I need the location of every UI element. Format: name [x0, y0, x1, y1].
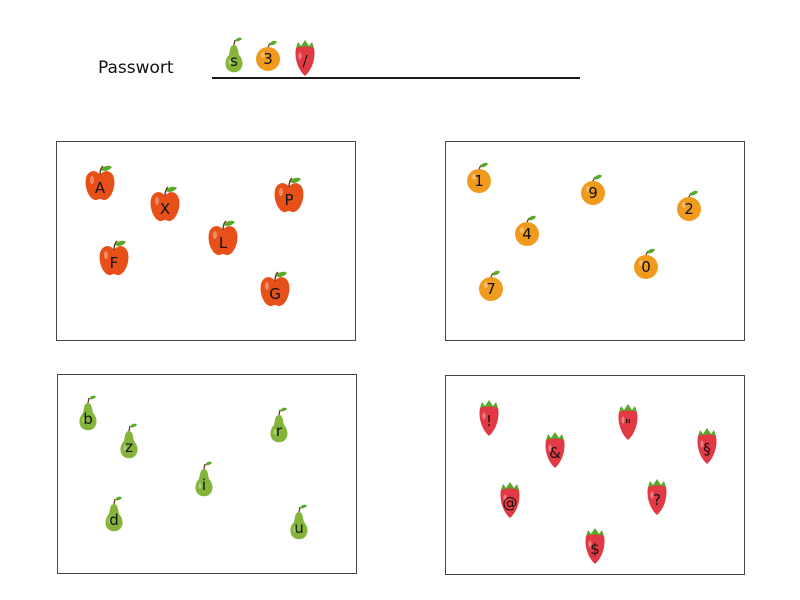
- straw-icon: [647, 479, 667, 515]
- apple-icon: [85, 165, 115, 201]
- pear-icon: [290, 504, 308, 540]
- pear-icon: [120, 423, 138, 459]
- orange-icon: [677, 190, 701, 221]
- oranges-box: [445, 141, 745, 341]
- straw-icon: [479, 400, 499, 436]
- apple-icon: [150, 186, 180, 222]
- apple-icon: [99, 240, 129, 276]
- orange-icon: [479, 270, 503, 301]
- pear-icon: [270, 407, 288, 443]
- password-field[interactable]: [212, 77, 580, 79]
- pear-icon: [225, 37, 243, 73]
- pear-icon: [105, 496, 123, 532]
- apple-icon: [260, 271, 290, 307]
- orange-icon: [515, 215, 539, 246]
- straw-icon: [585, 528, 605, 564]
- straw-icon: [545, 432, 565, 468]
- orange-icon: [634, 248, 658, 279]
- orange-icon: [467, 162, 491, 193]
- orange-icon: [581, 174, 605, 205]
- straw-icon: [618, 404, 638, 440]
- pear-icon: [195, 461, 213, 497]
- pear-icon: [79, 395, 97, 431]
- orange-icon: [256, 40, 280, 71]
- password-label: Passwort: [98, 58, 174, 78]
- apple-icon: [274, 177, 304, 213]
- straw-icon: [500, 482, 520, 518]
- straw-icon: [697, 428, 717, 464]
- straw-icon: [295, 40, 315, 76]
- apple-icon: [208, 220, 238, 256]
